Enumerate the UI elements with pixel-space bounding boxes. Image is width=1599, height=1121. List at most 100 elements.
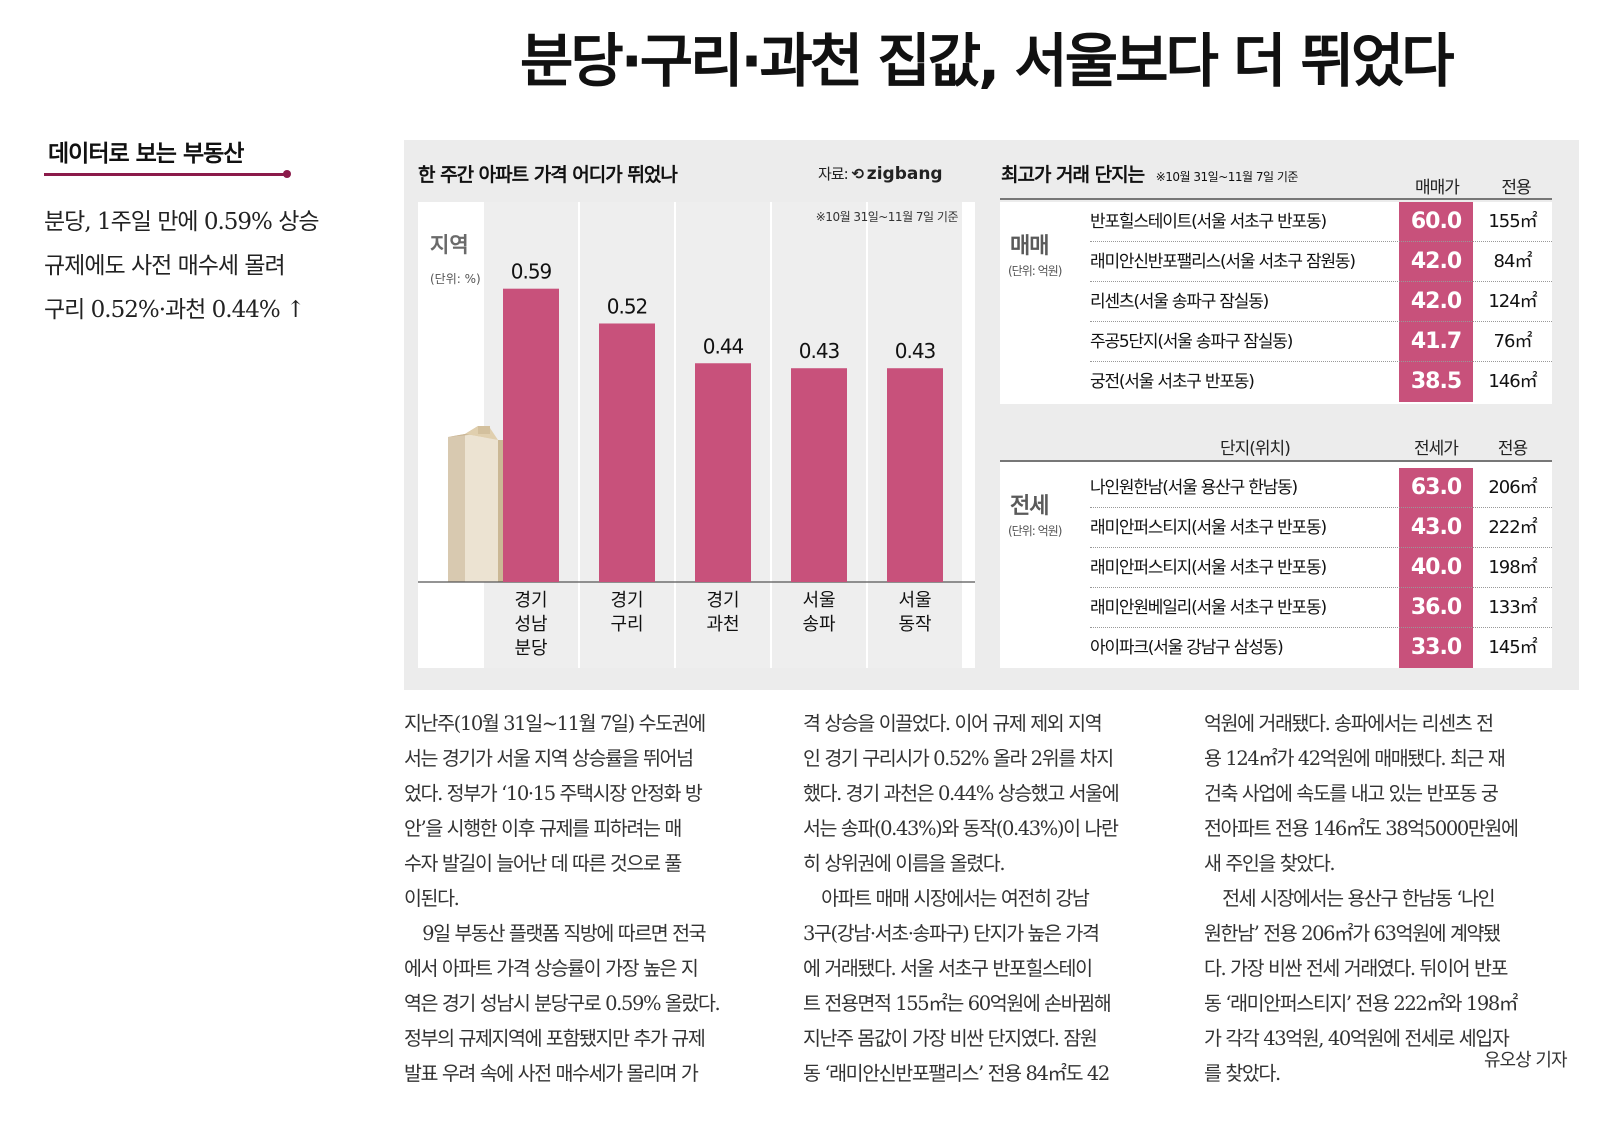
table-row: 반포힐스테이트(서울 서초구 반포동) 60.0 155㎡ [1090, 202, 1552, 242]
complex-name: 래미안신반포팰리스(서울 서초구 잠원동) [1090, 252, 1356, 272]
tables-title: 최고가 거래 단지는 ※10월 31일~11월 7일 기준 [1001, 160, 1298, 187]
bar-value-label: 0.59 [511, 260, 552, 284]
table-row: 래미안퍼스티지(서울 서초구 반포동) 43.0 222㎡ [1090, 508, 1552, 548]
complex-name: 아이파크(서울 강남구 삼성동) [1090, 638, 1284, 658]
article-line: 9일 부동산 플랫폼 직방에 따르면 전국 [404, 922, 707, 945]
article-line: 서는 송파(0.43%)와 동작(0.43%)이 나란 [803, 817, 1119, 840]
area-cell: 206㎡ [1488, 477, 1537, 498]
article-line: 다. 가장 비싼 전세 거래였다. 뒤이어 반포 [1204, 957, 1508, 980]
article-line: 이된다. [404, 887, 460, 910]
bar [599, 323, 655, 582]
area-cell: 124㎡ [1488, 291, 1537, 312]
article-column-3: 억원에 거래됐다. 송파에서는 리센츠 전 용 124㎡가 42억원에 매매됐다… [1204, 706, 1574, 1091]
price-cell: 36.0 [1399, 588, 1473, 628]
source-prefix: 자료: [818, 165, 849, 183]
article-line: 용 124㎡가 42억원에 매매됐다. 최근 재 [1204, 747, 1506, 770]
lease-unit: (단위: 억원) [1008, 524, 1062, 538]
article-line: 었다. 정부가 ‘10·15 주택시장 안정화 방 [404, 782, 703, 805]
price-cell: 60.0 [1399, 202, 1473, 242]
complex-name: 래미안퍼스티지(서울 서초구 반포동) [1090, 558, 1327, 578]
category-label: 동작 [898, 614, 931, 635]
bar [791, 368, 847, 582]
bar-chart-panel: 지역 (단위: %) ※10월 31일~11월 7일 기준 0.59 0.52 0.… [418, 202, 975, 668]
article-line: 전세 시장에서는 용산구 한남동 ‘나인 [1204, 887, 1496, 910]
chart-period-note: ※10월 31일~11월 7일 기준 [816, 210, 959, 224]
bar-value-label: 0.44 [703, 334, 744, 358]
chart-source: 자료: ⟲ zigbang [818, 163, 943, 184]
bar-value-label: 0.52 [607, 294, 648, 318]
article-line: 정부의 규제지역에 포함됐지만 추가 규제 [404, 1027, 706, 1050]
article-column-2: 격 상승을 이끌었다. 이어 규제 제외 지역 인 경기 구리시가 0.52% … [803, 706, 1173, 1091]
category-label: 경기 [514, 590, 547, 611]
unit-label: (단위: %) [430, 272, 481, 286]
zigbang-logo-icon: ⟲ [851, 165, 864, 183]
tables-top-rule [1000, 198, 1552, 200]
price-cell: 40.0 [1399, 548, 1473, 588]
article-line: 전아파트 전용 146㎡도 38억5000만원에 [1204, 817, 1519, 840]
complex-name: 반포힐스테이트(서울 서초구 반포동) [1090, 212, 1327, 232]
category-label: 경기 [706, 590, 739, 611]
category-label: 서울 [802, 590, 835, 611]
category-label: 과천 [706, 614, 739, 635]
area-cell: 146㎡ [1488, 371, 1537, 392]
area-cell: 198㎡ [1488, 557, 1537, 578]
article-line: 했다. 경기 과천은 0.44% 상승했고 서울에 [803, 782, 1120, 805]
subheadline: 분당, 1주일 만에 0.59% 상승 규제에도 사전 매수세 몰려 구리 0.… [44, 200, 374, 332]
lease-group-label: 전세 [1010, 494, 1049, 519]
complex-name: 주공5단지(서울 송파구 잠실동) [1090, 332, 1293, 352]
subhead-line: 규제에도 사전 매수세 몰려 [44, 253, 286, 279]
price-cell: 63.0 [1399, 468, 1473, 508]
category-label: 경기 [610, 590, 643, 611]
byline: 유오상 기자 [1484, 1050, 1568, 1071]
price-cell: 41.7 [1399, 322, 1473, 362]
article-line: 동 ‘래미안퍼스티지’ 전용 222㎡와 198㎡ [1204, 992, 1518, 1015]
article-line: 지난주 몸값이 가장 비싼 단지였다. 잠원 [803, 1027, 1098, 1050]
area-cell: 76㎡ [1493, 331, 1533, 352]
article-line: 트 전용면적 155㎡는 60억원에 손바뀜해 [803, 992, 1112, 1015]
sale-unit: (단위: 억원) [1008, 264, 1062, 278]
article-line: 히 상위권에 이름을 올렸다. [803, 852, 1006, 875]
sale-area-header: 전용 [1501, 178, 1531, 198]
kicker-dot [283, 170, 291, 178]
section-kicker: 데이터로 보는 부동산 [48, 141, 244, 167]
category-label: 성남 [514, 614, 547, 635]
table-row: 주공5단지(서울 송파구 잠실동) 41.7 76㎡ [1090, 322, 1552, 362]
price-cell: 43.0 [1399, 508, 1473, 548]
complex-name: 궁전(서울 서초구 반포동) [1090, 372, 1255, 392]
bar [887, 368, 943, 582]
lease-name-header: 단지(위치) [1220, 439, 1291, 459]
chart-title: 한 주간 아파트 가격 어디가 뛰었나 [418, 164, 678, 186]
area-cell: 145㎡ [1488, 637, 1537, 658]
bar-value-label: 0.43 [799, 339, 840, 363]
tables-period-note: ※10월 31일~11월 7일 기준 [1155, 170, 1299, 184]
article-line: 아파트 매매 시장에서는 여전히 강남 [803, 887, 1090, 910]
article-line: 건축 사업에 속도를 내고 있는 반포동 궁 [1204, 782, 1499, 805]
complex-name: 래미안퍼스티지(서울 서초구 반포동) [1090, 518, 1327, 538]
table-row: 리센츠(서울 송파구 잠실동) 42.0 124㎡ [1090, 282, 1552, 322]
bar [503, 288, 559, 582]
area-cell: 133㎡ [1488, 597, 1537, 618]
table-row: 래미안퍼스티지(서울 서초구 반포동) 40.0 198㎡ [1090, 548, 1552, 588]
sale-group-label: 매매 [1010, 234, 1049, 259]
article-line: 발표 우려 속에 사전 매수세가 몰리며 가 [404, 1062, 699, 1085]
price-cell: 42.0 [1399, 282, 1473, 322]
category-label: 분당 [514, 638, 547, 659]
table-row: 래미안원베일리(서울 서초구 반포동) 36.0 133㎡ [1090, 588, 1552, 628]
kicker-underline [44, 173, 284, 176]
article-line: 서는 경기가 서울 지역 상승률을 뛰어넘 [404, 747, 694, 770]
price-cell: 38.5 [1399, 362, 1473, 402]
tables-panel: 매매 (단위: 억원) 반포힐스테이트(서울 서초구 반포동) 60.0 155㎡ 래… [1000, 202, 1552, 668]
lease-top-rule [1000, 460, 1552, 462]
bar-chart: 지역 (단위: %) ※10월 31일~11월 7일 기준 0.59 0.52 0.… [418, 202, 975, 668]
area-cell: 222㎡ [1488, 517, 1537, 538]
lease-price-header: 전세가 [1414, 439, 1459, 459]
source-name: zigbang [866, 164, 943, 184]
article-line: 수자 발길이 늘어난 데 따른 것으로 풀 [404, 852, 682, 875]
article-line: 에서 아파트 가격 상승률이 가장 높은 지 [404, 957, 699, 980]
article-line: 가 각각 43억원, 40억원에 전세로 세입자 [1204, 1027, 1510, 1050]
price-cell: 33.0 [1399, 628, 1473, 668]
article-line: 동 ‘래미안신반포팰리스’ 전용 84㎡도 42 [803, 1062, 1110, 1085]
article-line: 3구(강남·서초·송파구) 단지가 높은 가격 [803, 922, 1100, 945]
table-row: 나인원한남(서울 용산구 한남동) 63.0 206㎡ [1090, 468, 1552, 508]
category-label: 송파 [802, 614, 836, 635]
